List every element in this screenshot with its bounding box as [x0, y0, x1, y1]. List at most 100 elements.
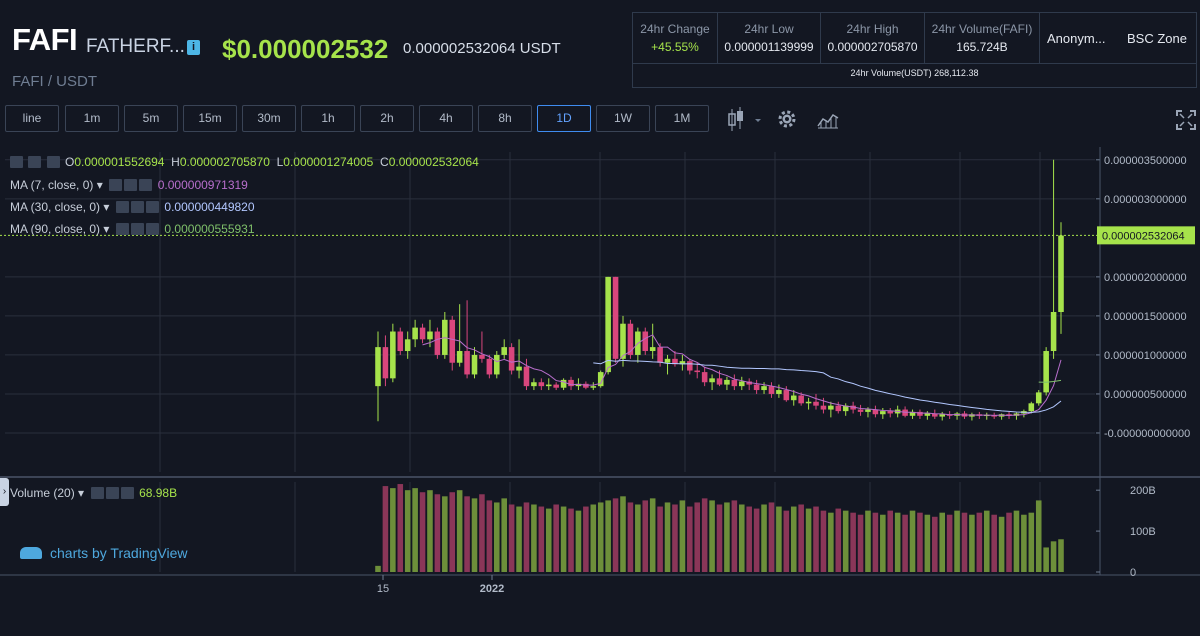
- ma30-label[interactable]: MA (30, close, 0): [10, 200, 101, 214]
- close-icon[interactable]: [139, 179, 153, 191]
- info-icon[interactable]: i: [187, 40, 200, 55]
- tradingview-branding[interactable]: charts by TradingView: [20, 545, 187, 561]
- timeframe-line[interactable]: line: [5, 105, 59, 132]
- volume-bar: [464, 496, 470, 572]
- eye-icon[interactable]: [116, 201, 130, 213]
- close-icon[interactable]: [146, 223, 160, 235]
- stat-value: 165.724B: [956, 40, 1008, 54]
- fullscreen-icon[interactable]: [1175, 109, 1197, 131]
- gear-icon[interactable]: [124, 179, 138, 191]
- volume-bar: [842, 510, 849, 572]
- ma90-legend[interactable]: MA (90, close, 0) ▾ 0.000000555931: [10, 222, 255, 236]
- ohlc-legend: O0.000001552694 H0.000002705870 L0.00000…: [10, 155, 479, 169]
- candle-body: [761, 386, 767, 391]
- indicators-icon[interactable]: [816, 108, 840, 130]
- volume-bar: [649, 498, 656, 572]
- timeframe-1d[interactable]: 1D: [537, 105, 591, 132]
- volume-bar: [790, 506, 797, 572]
- candle-body: [620, 323, 626, 359]
- close-icon[interactable]: [120, 487, 134, 499]
- candle-body: [716, 378, 723, 385]
- candle-body: [664, 358, 671, 363]
- volume-bar: [1006, 512, 1012, 572]
- candle-body: [523, 366, 530, 387]
- candle-body: [538, 382, 545, 387]
- candle-body: [790, 395, 797, 401]
- eye-icon[interactable]: [116, 223, 130, 235]
- volume-bar: [820, 510, 827, 572]
- timeframe-30m[interactable]: 30m: [242, 105, 296, 132]
- volume-bar: [746, 506, 752, 572]
- ohlc-high: 0.000002705870: [179, 155, 270, 169]
- volume-bar: [983, 510, 990, 572]
- settings-icon[interactable]: [776, 108, 798, 130]
- candle-body: [531, 382, 537, 387]
- gear-icon[interactable]: [105, 487, 119, 499]
- candle-body: [516, 366, 522, 371]
- candle-body: [642, 331, 649, 352]
- eye-icon[interactable]: [28, 156, 42, 168]
- volume-legend[interactable]: Volume (20) ▾ 68.98B: [10, 486, 178, 500]
- volume-bar: [738, 504, 745, 572]
- candle-body: [1050, 312, 1057, 352]
- price-tick-label: 0.000003000000: [1104, 194, 1187, 206]
- side-panel-toggle[interactable]: ›: [0, 478, 9, 506]
- tradingview-logo-icon: [20, 547, 42, 559]
- volume-bar: [731, 500, 738, 572]
- candles-icon[interactable]: [725, 105, 765, 135]
- chart-canvas[interactable]: 0.000003500000 0.000003000000 0.0000020000…: [0, 147, 1200, 617]
- candle-body: [850, 405, 856, 410]
- timeframe-15m[interactable]: 15m: [183, 105, 237, 132]
- ohlc-close: 0.000002532064: [388, 155, 479, 169]
- timeframe-8h[interactable]: 8h: [478, 105, 532, 132]
- collapse-icon[interactable]: [10, 156, 23, 168]
- tag-bsc-zone[interactable]: BSC Zone: [1127, 31, 1187, 46]
- volume-bar: [805, 508, 812, 572]
- price-chart[interactable]: 0.000003500000 0.000003000000 0.0000020000…: [0, 147, 1200, 617]
- candle-body: [390, 331, 396, 379]
- gear-icon[interactable]: [131, 223, 145, 235]
- eye-icon[interactable]: [90, 487, 104, 499]
- market-header: FAFI FATHERF... i $0.000002532 0.0000025…: [0, 0, 1200, 100]
- candle-body: [813, 401, 819, 406]
- volume-bar: [798, 504, 804, 572]
- volume-bar: [456, 490, 463, 572]
- candle-body: [434, 331, 441, 355]
- candle-body: [768, 386, 775, 394]
- close-icon[interactable]: [146, 201, 160, 213]
- candle-body: [449, 319, 456, 363]
- stat-value: 0.000002705870: [827, 40, 918, 54]
- ma30-legend[interactable]: MA (30, close, 0) ▾ 0.000000449820: [10, 200, 255, 214]
- timeframe-1h[interactable]: 1h: [301, 105, 355, 132]
- volume-label[interactable]: Volume (20): [10, 486, 75, 500]
- timeframe-5m[interactable]: 5m: [124, 105, 178, 132]
- timeframe-4h[interactable]: 4h: [419, 105, 473, 132]
- volume-bar: [1028, 512, 1035, 572]
- volume-bar: [583, 506, 589, 572]
- timeframe-1m[interactable]: 1m: [65, 105, 119, 132]
- volume-bar: [672, 504, 678, 572]
- volume-tick-label: 0: [1130, 567, 1136, 579]
- symbol-title: FAFI: [12, 22, 78, 57]
- candle-body: [687, 361, 693, 371]
- volume-bar: [597, 502, 604, 572]
- tag-anonymous[interactable]: Anonym...: [1047, 31, 1106, 46]
- volume-tick-label: 200B: [1130, 485, 1156, 497]
- stat-24hr-change: 24hr Change +45.55%: [633, 13, 718, 63]
- candle-body: [672, 358, 678, 365]
- volume-bar: [538, 506, 545, 572]
- ma7-legend[interactable]: MA (7, close, 0) ▾ 0.000000971319: [10, 178, 248, 192]
- timeframe-2h[interactable]: 2h: [360, 105, 414, 132]
- candle-body: [486, 358, 493, 375]
- volume-bar: [560, 506, 567, 572]
- last-price-label: 0.000002532064: [1102, 230, 1185, 242]
- candle-body: [657, 347, 663, 363]
- gear-icon[interactable]: [46, 156, 60, 168]
- ma7-label[interactable]: MA (7, close, 0): [10, 178, 94, 192]
- timeframe-1mo[interactable]: 1M: [655, 105, 709, 132]
- eye-icon[interactable]: [109, 179, 123, 191]
- volume-bar: [605, 500, 611, 572]
- gear-icon[interactable]: [131, 201, 145, 213]
- ma90-label[interactable]: MA (90, close, 0): [10, 222, 101, 236]
- timeframe-1w[interactable]: 1W: [596, 105, 650, 132]
